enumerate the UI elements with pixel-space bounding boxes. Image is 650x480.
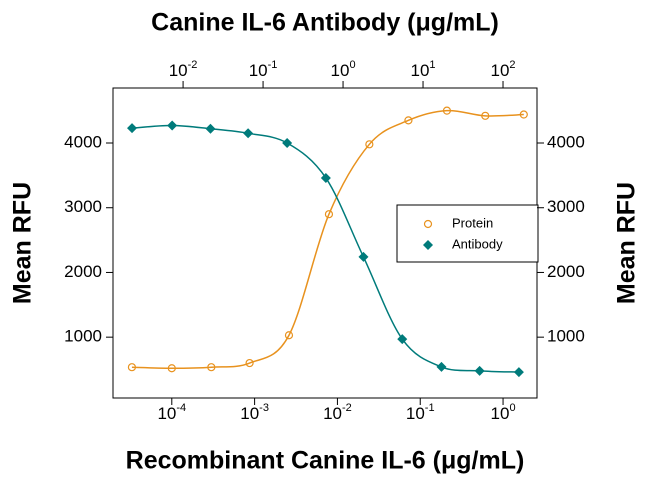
tick-exponent: 1 [429, 59, 435, 71]
x-tick-label: 100 [331, 59, 356, 81]
y2-tick-label: 2000 [547, 262, 585, 281]
point [127, 363, 137, 372]
point [365, 140, 374, 149]
point [442, 106, 452, 115]
tick-exponent: 0 [349, 59, 355, 71]
tick-base: 10 [411, 61, 430, 80]
point [207, 363, 216, 372]
point [284, 331, 294, 340]
tick-exponent: -3 [259, 402, 269, 414]
x-tick-label: 102 [490, 59, 515, 81]
legend-label: Protein [452, 215, 493, 230]
point [282, 138, 293, 149]
point [324, 210, 334, 219]
y-tick-label: 1000 [64, 327, 102, 346]
point [205, 123, 216, 134]
tick-exponent: 0 [509, 402, 515, 414]
legend-box [396, 204, 539, 263]
y2-tick-label: 4000 [547, 132, 585, 151]
y2-axis-label: Mean RFU [613, 182, 641, 304]
y-tick-label: 3000 [64, 197, 102, 216]
point [243, 128, 254, 139]
tick-exponent: 2 [509, 59, 515, 71]
point [167, 120, 178, 131]
point [127, 123, 138, 134]
tick-exponent: -2 [188, 59, 198, 71]
y2-tick-label: 3000 [547, 197, 585, 216]
tick-exponent: -4 [176, 402, 186, 414]
tick-exponent: -2 [342, 402, 352, 414]
y-tick-label: 4000 [64, 132, 102, 151]
tick-base: 10 [323, 404, 342, 423]
x-tick-label: 10-2 [169, 59, 198, 81]
x-tick-label: 100 [491, 402, 516, 424]
x-axis-label: Recombinant Canine IL-6 (μg/mL) [126, 447, 525, 475]
point [519, 110, 528, 119]
point [320, 172, 331, 183]
x-tick-label: 101 [411, 59, 436, 81]
y2-tick-label: 1000 [547, 327, 585, 346]
point [436, 361, 447, 372]
point [474, 365, 485, 376]
x-tick-label: 10-1 [406, 402, 435, 424]
y-tick-label: 2000 [64, 262, 102, 281]
point [245, 358, 254, 368]
tick-base: 10 [240, 404, 259, 423]
tick-exponent: -1 [268, 59, 278, 71]
x-tick-label: 10-1 [249, 59, 278, 81]
tick-base: 10 [169, 61, 188, 80]
tick-base: 10 [491, 404, 510, 423]
curve [131, 109, 524, 369]
tick-base: 10 [331, 61, 350, 80]
tick-base: 10 [490, 61, 509, 80]
y-axis-label: Mean RFU [9, 182, 37, 304]
legend-marker [423, 219, 433, 229]
point [167, 364, 176, 373]
point [513, 367, 524, 378]
legend-label: Antibody [452, 236, 503, 251]
tick-base: 10 [157, 404, 176, 423]
x-tick-label: 10-4 [157, 402, 186, 424]
point [358, 251, 369, 262]
x-tick-label: 10-3 [240, 402, 269, 424]
chart-title: Canine IL-6 Antibody (μg/mL) [151, 9, 499, 37]
point [397, 334, 408, 345]
point [481, 111, 490, 120]
tick-base: 10 [406, 404, 425, 423]
curve [131, 124, 519, 373]
x-tick-label: 10-2 [323, 402, 352, 424]
tick-exponent: -1 [425, 402, 435, 414]
tick-base: 10 [249, 61, 268, 80]
legend-marker [423, 240, 433, 250]
point [404, 116, 413, 125]
